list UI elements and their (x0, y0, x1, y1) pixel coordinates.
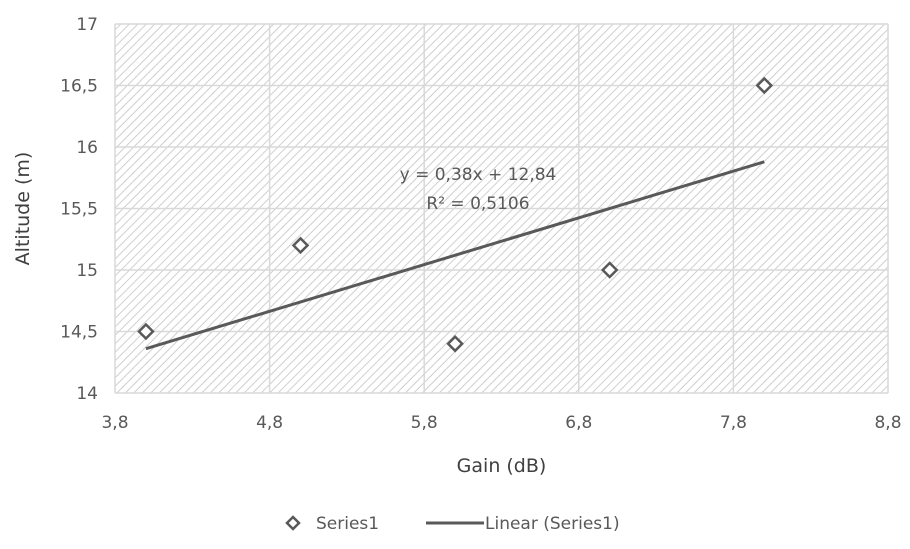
data-point (600, 261, 619, 279)
trendline-group (145, 160, 765, 351)
data-point (137, 322, 155, 341)
y-tick-label: 14 (76, 384, 98, 404)
y-tick-label: 16 (76, 138, 98, 158)
grid (114, 23, 889, 394)
x-tick-label: 8,8 (874, 413, 901, 433)
legend: Series1 Linear (Series1) (285, 514, 620, 534)
y-axis-title: Altitude (m) (12, 152, 34, 266)
x-axis-title: Gain (dB) (457, 455, 547, 477)
trendline (145, 160, 765, 351)
y-tick-label: 14,5 (60, 323, 98, 343)
y-tick-label: 16,5 (60, 77, 98, 97)
y-tick-label: 17 (76, 15, 98, 35)
x-tick-label: 6,8 (565, 413, 592, 433)
data-point (755, 76, 774, 95)
x-tick-label: 7,8 (720, 413, 747, 433)
legend-series1-label: Series1 (316, 514, 379, 534)
trendline-equation-label: y = 0,38x + 12,84 (400, 165, 557, 185)
ticks-group: 14 14,5 15 15,5 16 16,5 17 3,8 4,8 5,8 6,8 7,8 8,8 (60, 15, 901, 433)
y-tick-label: 15 (76, 261, 98, 281)
legend-trendline-label: Linear (Series1) (485, 514, 620, 534)
legend-series1-marker (285, 515, 301, 531)
x-tick-label: 4,8 (256, 413, 283, 433)
data-point (291, 236, 310, 255)
x-tick-label: 5,8 (411, 413, 438, 433)
y-tick-label: 15,5 (60, 200, 98, 220)
x-tick-label: 3,8 (101, 413, 128, 433)
points-group (137, 76, 774, 353)
data-point (446, 335, 464, 353)
trendline-r2-label: R² = 0,5106 (426, 194, 529, 214)
